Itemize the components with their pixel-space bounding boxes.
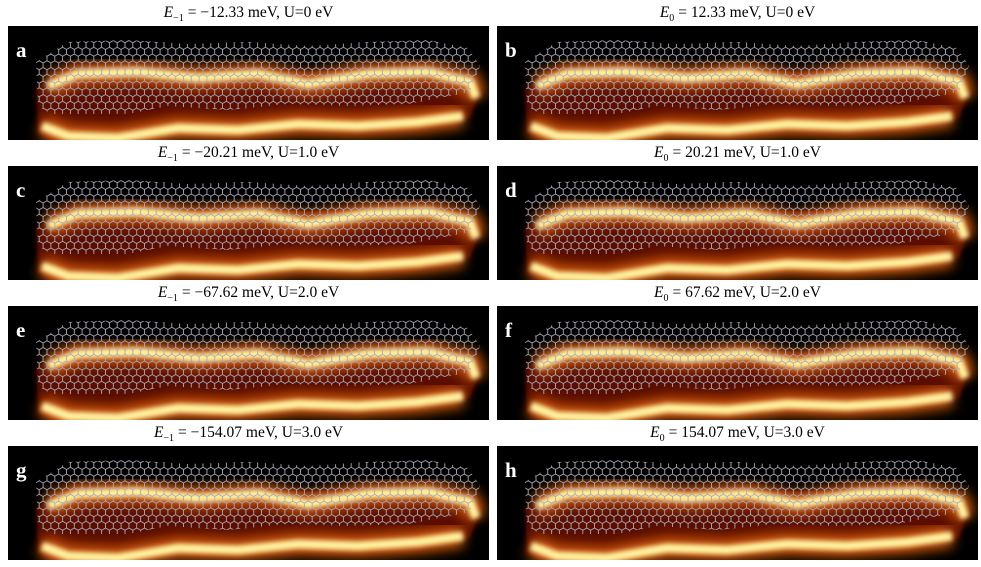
energy-index: 0 bbox=[669, 13, 675, 25]
density-image bbox=[497, 306, 978, 420]
panel: E−1 = −12.33 meV, U=0 eV a bbox=[8, 0, 489, 140]
energy-symbol: E bbox=[650, 424, 660, 441]
panel-label: d bbox=[505, 178, 517, 202]
panel: E−1 = −154.07 meV, U=3.0 eV g bbox=[8, 420, 489, 560]
density-image bbox=[497, 446, 978, 560]
panel-label: e bbox=[16, 318, 26, 342]
density-plot bbox=[8, 26, 489, 140]
title-text: = −67.62 meV, U=2.0 eV bbox=[181, 284, 340, 301]
title-text: = −12.33 meV, U=0 eV bbox=[187, 4, 334, 21]
panel: E−1 = −67.62 meV, U=2.0 eV e bbox=[8, 280, 489, 420]
flake-density bbox=[8, 166, 489, 280]
energy-symbol: E bbox=[659, 4, 670, 21]
density-image bbox=[497, 26, 978, 140]
energy-index: −1 bbox=[163, 433, 175, 445]
panel-label: g bbox=[16, 458, 27, 482]
density-image bbox=[8, 446, 489, 560]
density-image bbox=[8, 26, 489, 140]
density-plot bbox=[497, 306, 978, 420]
title-text: = 67.62 meV, U=2.0 eV bbox=[672, 284, 821, 301]
title-text: = 20.21 meV, U=1.0 eV bbox=[672, 144, 821, 161]
panel-label: f bbox=[505, 318, 512, 342]
flake-density bbox=[8, 26, 489, 140]
density-plot bbox=[497, 26, 978, 140]
energy-index: −1 bbox=[173, 13, 184, 25]
title-text: = 154.07 meV, U=3.0 eV bbox=[668, 424, 825, 441]
energy-symbol: E bbox=[153, 424, 164, 441]
density-plot bbox=[8, 166, 489, 280]
panel-title: E0 = 67.62 meV, U=2.0 eV bbox=[497, 284, 978, 304]
panel: E−1 = −20.21 meV, U=1.0 eV c bbox=[8, 140, 489, 280]
panel-title: E0 = 20.21 meV, U=1.0 eV bbox=[497, 144, 978, 164]
panel: E0 = 12.33 meV, U=0 eV b bbox=[497, 0, 978, 140]
density-plot bbox=[8, 446, 489, 560]
density-plot bbox=[8, 306, 489, 420]
density-image bbox=[8, 166, 489, 280]
flake-density bbox=[497, 26, 978, 140]
panel-title: E−1 = −67.62 meV, U=2.0 eV bbox=[8, 284, 489, 304]
energy-symbol: E bbox=[157, 284, 168, 301]
title-text: = −20.21 meV, U=1.0 eV bbox=[181, 144, 340, 161]
flake-density bbox=[497, 306, 978, 420]
panel: E0 = 154.07 meV, U=3.0 eV h bbox=[497, 420, 978, 560]
panel-title: E0 = 154.07 meV, U=3.0 eV bbox=[497, 424, 978, 444]
panel-label: a bbox=[16, 38, 27, 62]
energy-index: 0 bbox=[663, 153, 669, 165]
title-text: = −154.07 meV, U=3.0 eV bbox=[178, 424, 344, 441]
panel: E0 = 20.21 meV, U=1.0 eV d bbox=[497, 140, 978, 280]
panel-label: c bbox=[16, 178, 26, 202]
density-image bbox=[8, 306, 489, 420]
panel: E0 = 67.62 meV, U=2.0 eV f bbox=[497, 280, 978, 420]
energy-symbol: E bbox=[654, 144, 664, 161]
panel-title: E−1 = −12.33 meV, U=0 eV bbox=[8, 4, 489, 24]
energy-symbol: E bbox=[654, 284, 664, 301]
density-plot bbox=[497, 166, 978, 280]
density-plot bbox=[497, 446, 978, 560]
panel-label: h bbox=[505, 458, 517, 482]
energy-index: 0 bbox=[663, 293, 669, 305]
energy-index: −1 bbox=[167, 293, 178, 305]
panel-title: E−1 = −154.07 meV, U=3.0 eV bbox=[8, 424, 489, 444]
flake-density bbox=[497, 446, 978, 560]
density-image bbox=[497, 166, 978, 280]
flake-density bbox=[497, 166, 978, 280]
flake-density bbox=[8, 446, 489, 560]
energy-symbol: E bbox=[163, 4, 174, 21]
panel-title: E−1 = −20.21 meV, U=1.0 eV bbox=[8, 144, 489, 164]
panel-label: b bbox=[505, 38, 517, 62]
panel-title: E0 = 12.33 meV, U=0 eV bbox=[497, 4, 978, 24]
flake-density bbox=[8, 306, 489, 420]
energy-symbol: E bbox=[157, 144, 168, 161]
title-text: = 12.33 meV, U=0 eV bbox=[678, 4, 816, 21]
energy-index: 0 bbox=[659, 433, 665, 445]
energy-index: −1 bbox=[167, 153, 178, 165]
